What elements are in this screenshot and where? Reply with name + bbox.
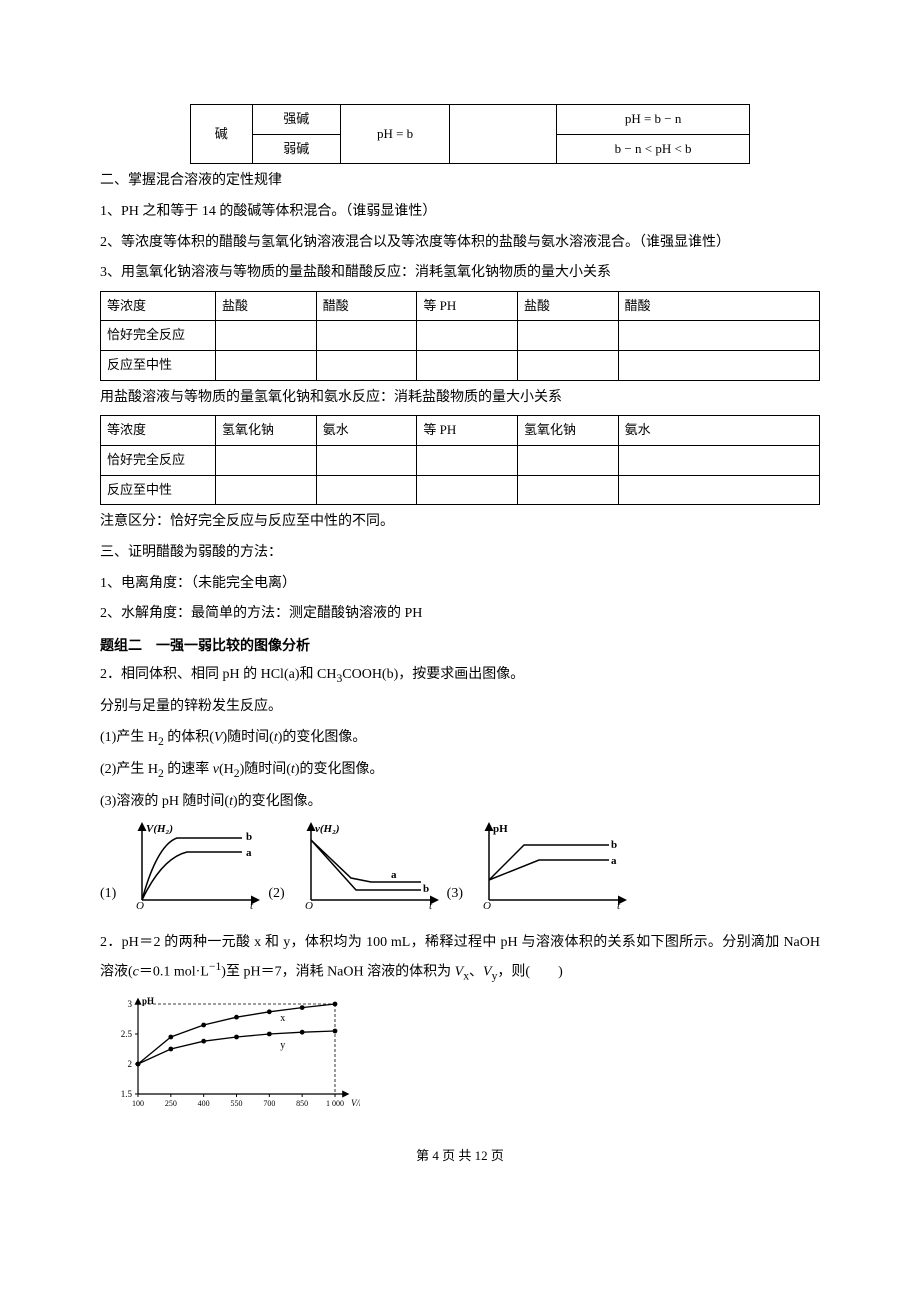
dilution-table: 碱 强碱 pH = b pH = b − n 弱碱 b − n < pH < b	[190, 104, 750, 164]
svg-text:t: t	[250, 900, 254, 910]
cell: 碱	[191, 105, 253, 164]
svg-text:O: O	[305, 900, 313, 910]
cell: 等浓度	[101, 291, 216, 321]
cell: 恰好完全反应	[101, 321, 216, 351]
cell: b − n < pH < b	[557, 134, 750, 164]
text: 3、用氢氧化钠溶液与等物质的量盐酸和醋酸反应：消耗氢氧化钠物质的量大小关系	[100, 260, 820, 287]
graph-1: V(H₂) b a O t	[122, 820, 262, 910]
svg-text:1 000: 1 000	[326, 1099, 344, 1108]
svg-text:3: 3	[128, 999, 133, 1009]
cell: 等 PH	[417, 416, 518, 446]
svg-text:pH: pH	[142, 996, 154, 1006]
svg-text:O: O	[136, 900, 144, 910]
svg-text:700: 700	[263, 1099, 275, 1108]
cell: 反应至中性	[101, 475, 216, 505]
graph-2: v(H₂) a b O t	[291, 820, 441, 910]
graph-3: pH b a O t	[469, 820, 629, 910]
svg-text:400: 400	[198, 1099, 210, 1108]
svg-text:a: a	[611, 855, 617, 867]
cell: 强碱	[252, 105, 340, 135]
cell: 反应至中性	[101, 351, 216, 381]
cell: 氢氧化钠	[518, 416, 619, 446]
cell: 氨水	[316, 416, 417, 446]
text: 分别与足量的锌粉发生反应。	[100, 694, 820, 721]
svg-text:100: 100	[132, 1099, 144, 1108]
cell	[450, 105, 557, 164]
svg-text:2.5: 2.5	[121, 1029, 133, 1039]
cell: 恰好完全反应	[101, 446, 216, 476]
svg-text:550: 550	[231, 1099, 243, 1108]
graph-2-label: (2)	[268, 881, 284, 910]
cell: 醋酸	[618, 291, 819, 321]
svg-text:v(H₂): v(H₂)	[315, 823, 340, 835]
text: 1、电离角度：（未能完全电离）	[100, 571, 820, 598]
section-3-title: 三、证明醋酸为弱酸的方法：	[100, 540, 820, 567]
svg-text:t: t	[429, 900, 433, 910]
svg-text:a: a	[391, 869, 397, 881]
cell: 氨水	[618, 416, 819, 446]
svg-text:b: b	[246, 831, 252, 843]
svg-text:V(H₂): V(H₂)	[146, 823, 173, 835]
cell: 弱碱	[252, 134, 340, 164]
svg-text:a: a	[246, 847, 252, 859]
svg-text:b: b	[423, 883, 429, 895]
svg-text:V/mL: V/mL	[351, 1098, 360, 1108]
text: 1、PH 之和等于 14 的酸碱等体积混合。（谁弱显谁性）	[100, 199, 820, 226]
svg-text:1.5: 1.5	[121, 1089, 133, 1099]
cell: 等 PH	[417, 291, 518, 321]
text: (1)产生 H2 的体积(V)随时间(t)的变化图像。	[100, 725, 820, 753]
cell: 盐酸	[518, 291, 619, 321]
svg-text:t: t	[617, 900, 621, 910]
svg-text:O: O	[483, 900, 491, 910]
svg-text:850: 850	[296, 1099, 308, 1108]
cell: 醋酸	[316, 291, 417, 321]
svg-text:x: x	[280, 1013, 285, 1024]
svg-text:2: 2	[128, 1059, 133, 1069]
text: 注意区分：恰好完全反应与反应至中性的不同。	[100, 509, 820, 536]
cell: pH = b − n	[557, 105, 750, 135]
text: (3)溶液的 pH 随时间(t)的变化图像。	[100, 789, 820, 816]
cell: 等浓度	[101, 416, 216, 446]
cell: 盐酸	[216, 291, 317, 321]
svg-text:250: 250	[165, 1099, 177, 1108]
graph-1-label: (1)	[100, 881, 116, 910]
text: 2．pH＝2 的两种一元酸 x 和 y，体积均为 100 mL，稀释过程中 pH…	[100, 930, 820, 988]
text: 2．相同体积、相同 pH 的 HCl(a)和 CH3COOH(b)，按要求画出图…	[100, 662, 820, 690]
text: (2)产生 H2 的速率 v(H2)随时间(t)的变化图像。	[100, 757, 820, 785]
graph-3-label: (3)	[447, 881, 463, 910]
svg-text:pH: pH	[493, 823, 508, 835]
text: 用盐酸溶液与等物质的量氢氧化钠和氨水反应：消耗盐酸物质的量大小关系	[100, 385, 820, 412]
page-footer: 第 4 页 共 12 页	[100, 1144, 820, 1169]
svg-text:y: y	[280, 1040, 285, 1051]
dilution-ph-chart: 1.5 2 2.5 3 100 250 400 550 700 850 1 000 pH V/mL x y	[100, 994, 360, 1114]
cell: pH = b	[340, 105, 449, 164]
section-2-title: 二、掌握混合溶液的定性规律	[100, 168, 820, 195]
naoh-consumption-table: 等浓度 盐酸 醋酸 等 PH 盐酸 醋酸 恰好完全反应 反应至中性	[100, 291, 820, 381]
text: 2、等浓度等体积的醋酸与氢氧化钠溶液混合以及等浓度等体积的盐酸与氨水溶液混合。（…	[100, 230, 820, 257]
hcl-consumption-table: 等浓度 氢氧化钠 氨水 等 PH 氢氧化钠 氨水 恰好完全反应 反应至中性	[100, 415, 820, 505]
cell: 氢氧化钠	[216, 416, 317, 446]
text: 2、水解角度：最简单的方法：测定醋酸钠溶液的 PH	[100, 601, 820, 628]
svg-text:b: b	[611, 839, 617, 851]
sketch-graphs: (1) V(H₂) b a O t (2) v(H₂) a b O t (3) …	[100, 820, 820, 910]
problem-group-title: 题组二 一强一弱比较的图像分析	[100, 632, 820, 659]
